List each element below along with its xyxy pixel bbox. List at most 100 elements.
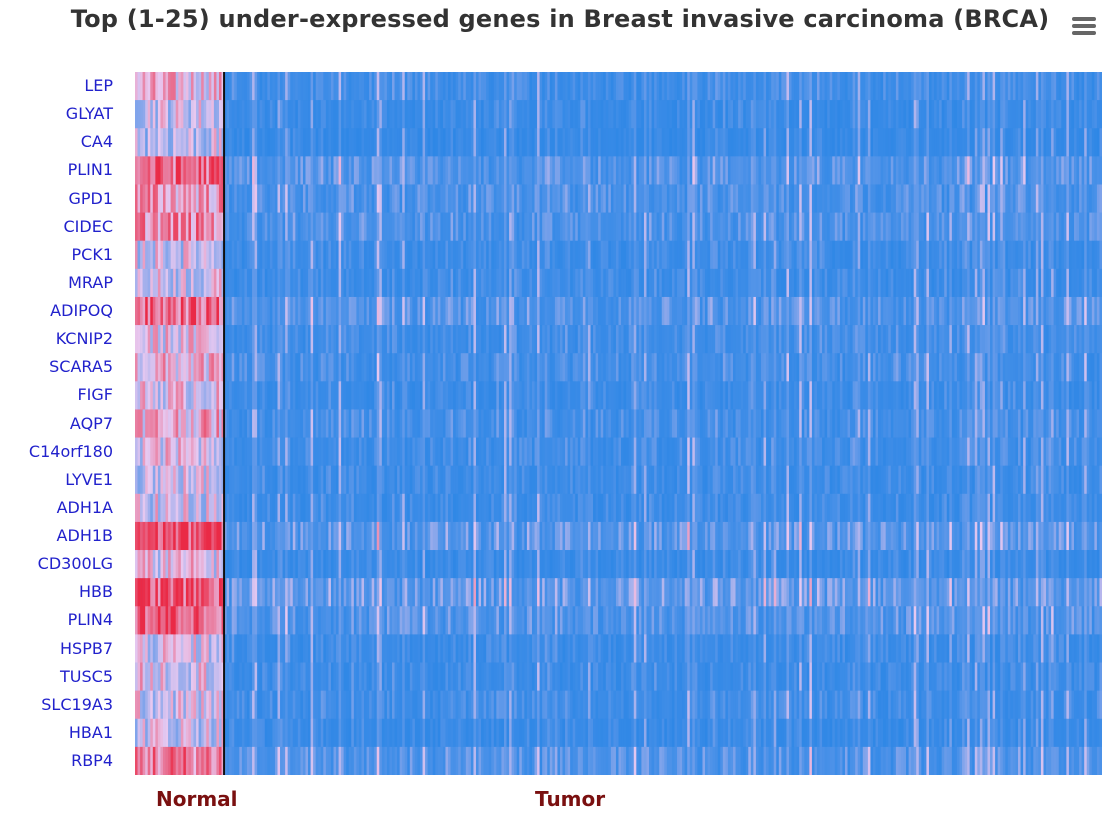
heatmap-cell bbox=[1058, 184, 1062, 213]
heatmap-cell bbox=[208, 212, 212, 242]
heatmap-cell bbox=[150, 100, 154, 129]
heatmap-cell bbox=[587, 128, 591, 157]
heatmap-cell bbox=[320, 212, 324, 242]
heatmap-cell bbox=[162, 381, 166, 410]
heatmap-cell bbox=[748, 240, 752, 270]
heatmap-cell bbox=[369, 240, 372, 270]
heatmap-cell bbox=[1023, 212, 1026, 242]
heatmap-cell bbox=[224, 184, 227, 213]
heatmap-cell bbox=[697, 212, 701, 242]
heatmap-cell bbox=[918, 268, 922, 298]
heatmap-cell bbox=[771, 296, 775, 326]
heatmap-cell bbox=[196, 240, 199, 270]
heatmap-cell bbox=[995, 128, 998, 157]
heatmap-cell bbox=[974, 212, 978, 242]
heatmap-cell bbox=[305, 296, 309, 326]
heatmap-cell bbox=[381, 381, 385, 410]
heatmap-cell bbox=[537, 409, 540, 438]
heatmap-cell bbox=[878, 72, 881, 101]
heatmap-cell bbox=[605, 268, 609, 298]
heatmap-cell bbox=[677, 156, 680, 185]
heatmap-cell bbox=[1079, 268, 1082, 298]
heatmap-cell bbox=[1058, 72, 1062, 101]
heatmap-cell bbox=[216, 212, 220, 242]
heatmap-cell bbox=[1063, 268, 1067, 298]
heatmap-cell bbox=[720, 268, 724, 298]
heatmap-cell bbox=[1002, 212, 1006, 242]
heatmap-cell bbox=[493, 353, 497, 382]
heatmap-cell bbox=[1063, 212, 1067, 242]
heatmap-cell bbox=[857, 268, 861, 298]
heatmap-cell bbox=[870, 353, 874, 382]
heatmap-cell bbox=[621, 184, 624, 213]
heatmap-cell bbox=[198, 325, 202, 354]
heatmap-cell bbox=[262, 353, 266, 382]
heatmap-cell bbox=[371, 268, 375, 298]
heatmap-cell bbox=[397, 296, 400, 326]
heatmap-cell bbox=[918, 72, 922, 101]
heatmap-cell bbox=[162, 240, 166, 270]
heatmap-cell bbox=[453, 100, 456, 129]
heatmap-cell bbox=[353, 156, 357, 185]
heatmap-cell bbox=[448, 240, 451, 270]
heatmap-cell bbox=[875, 184, 879, 213]
heatmap-cell bbox=[351, 100, 355, 129]
heatmap-cell bbox=[801, 72, 805, 101]
heatmap-cell bbox=[908, 353, 912, 382]
heatmap-cell bbox=[811, 184, 815, 213]
heatmap-cell bbox=[1091, 72, 1095, 101]
heatmap-cell bbox=[1096, 353, 1100, 382]
heatmap-cell bbox=[211, 381, 215, 410]
heatmap-cell bbox=[651, 240, 655, 270]
heatmap-cell bbox=[768, 353, 772, 382]
heatmap-cell bbox=[351, 184, 355, 213]
heatmap-cell bbox=[437, 128, 441, 157]
heatmap-cell bbox=[320, 325, 324, 354]
heatmap-cell bbox=[1010, 184, 1014, 213]
heatmap-cell bbox=[791, 128, 795, 157]
heatmap-cell bbox=[844, 381, 848, 410]
heatmap-cell bbox=[333, 212, 337, 242]
heatmap-cell bbox=[407, 296, 411, 326]
heatmap-cell bbox=[1023, 268, 1026, 298]
heatmap-cell bbox=[135, 409, 138, 438]
heatmap-cell bbox=[386, 212, 390, 242]
heatmap-cell bbox=[537, 381, 540, 410]
heatmap-cell bbox=[442, 296, 446, 326]
heatmap-cell bbox=[715, 353, 719, 382]
heatmap-cell bbox=[1007, 72, 1011, 101]
heatmap-cell bbox=[552, 409, 556, 438]
heatmap-cell bbox=[448, 381, 451, 410]
heatmap-cell bbox=[839, 240, 843, 270]
heatmap-cell bbox=[272, 353, 276, 382]
heatmap-cell bbox=[379, 72, 383, 101]
heatmap-cell bbox=[183, 353, 187, 382]
heatmap-cell bbox=[229, 325, 232, 354]
heatmap-cell bbox=[649, 72, 652, 101]
heatmap-cell bbox=[173, 156, 177, 185]
heatmap-cell bbox=[244, 128, 248, 157]
heatmap-cell bbox=[394, 409, 398, 438]
heatmap-cell bbox=[493, 296, 497, 326]
heatmap-cell bbox=[226, 268, 230, 298]
heatmap-cell bbox=[1066, 381, 1070, 410]
gene-label-gpd1: GPD1 bbox=[68, 188, 113, 208]
heatmap-cell bbox=[394, 268, 398, 298]
heatmap-cell bbox=[173, 296, 177, 326]
heatmap-cell bbox=[137, 296, 141, 326]
heatmap-cell bbox=[201, 128, 204, 157]
heatmap-cell bbox=[498, 184, 502, 213]
heatmap-cell bbox=[417, 409, 421, 438]
heatmap-cell bbox=[386, 184, 390, 213]
heatmap-cell bbox=[908, 156, 912, 185]
heatmap-cell bbox=[671, 381, 675, 410]
heatmap-cell bbox=[353, 240, 357, 270]
heatmap-cell bbox=[1096, 72, 1100, 101]
hamburger-menu-icon[interactable] bbox=[1070, 14, 1098, 38]
heatmap-cell bbox=[409, 296, 413, 326]
heatmap-cell bbox=[152, 437, 156, 466]
heatmap-cell bbox=[442, 409, 446, 438]
heatmap-cell bbox=[292, 156, 296, 185]
heatmap-cell bbox=[1018, 100, 1021, 129]
heatmap-cell bbox=[254, 156, 258, 185]
